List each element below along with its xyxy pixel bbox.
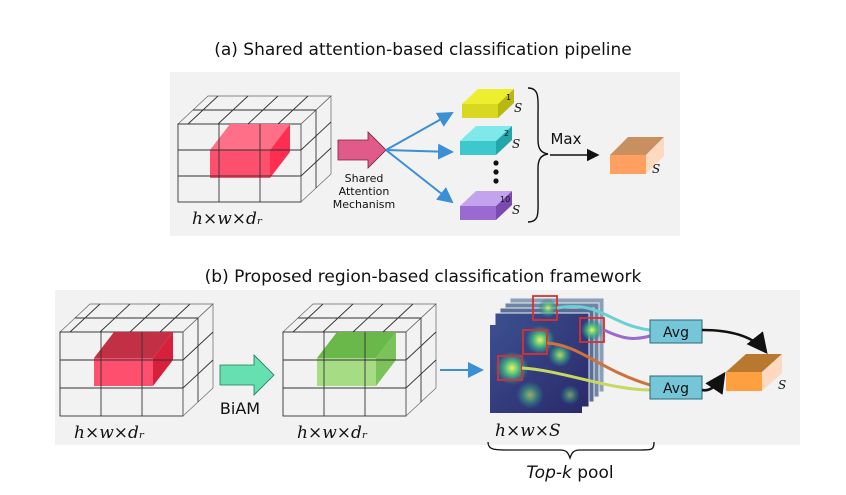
avg-label-bottom: Avg (663, 381, 689, 397)
shared-attention-arrow (337, 131, 387, 169)
top-k-pool-label: Top-k pool (526, 463, 613, 483)
avg-label-top: Avg (663, 325, 689, 341)
attention-vector-10 (460, 191, 512, 220)
max-label: Max (550, 130, 581, 148)
output-vector-b (726, 354, 782, 391)
output-vector-a (610, 137, 664, 174)
biam-output-cube (282, 303, 437, 417)
region-curve (521, 366, 651, 392)
vector-symbol-2: S (512, 137, 520, 151)
blue-arrow-1 (385, 112, 454, 151)
blue-arrow-2 (385, 143, 454, 160)
region-curve (556, 305, 651, 332)
ellipsis-dot (493, 178, 499, 184)
top-k-italic: Top-k (526, 463, 573, 483)
green-region (317, 332, 396, 358)
right-brace (527, 87, 549, 223)
output-symbol-a: S (652, 162, 660, 176)
heatmap-dims-label: h×w×S (495, 421, 561, 441)
top-k-region (522, 329, 548, 355)
highlighted-region-b (94, 332, 173, 358)
vector-symbol-10: S (512, 203, 520, 217)
region-curve (546, 341, 651, 387)
vector-index-1: 1 (506, 93, 511, 102)
biam-output-dims-label: h×w×dᵣ (297, 423, 368, 443)
ellipsis-dot (493, 160, 499, 166)
output-symbol-b: S (778, 378, 786, 392)
highlighted-region (210, 124, 290, 150)
vector-index-10: 10 (500, 195, 510, 204)
input-feature-cube-b (59, 303, 214, 417)
pool-word: pool (572, 463, 614, 483)
region-curve (603, 328, 651, 340)
panel-a-title: (a) Shared attention-based classificatio… (214, 40, 632, 60)
biam-label: BiAM (220, 399, 260, 418)
input-dims-label: h×w×dᵣ (192, 209, 263, 229)
bottom-brace (487, 441, 655, 461)
attention-vector-2 (460, 126, 512, 155)
ellipsis-dot (493, 169, 499, 175)
attention-vector-1 (462, 89, 514, 118)
blue-arrow-3 (385, 149, 454, 204)
avg-box-bottom (649, 375, 703, 400)
vector-index-2: 2 (504, 129, 509, 138)
avg-box-top (649, 319, 703, 344)
avg-to-output-arrow (701, 371, 726, 395)
heatmap-stack (490, 295, 605, 413)
vector-symbol-1: S (514, 101, 522, 115)
input-dims-label-b: h×w×dᵣ (74, 423, 145, 443)
input-feature-cube (177, 95, 332, 203)
panel-b-title: (b) Proposed region-based classification… (205, 267, 642, 287)
arrow-label-mechanism: Mechanism (333, 198, 396, 211)
arrow-label-shared: Shared (345, 172, 384, 185)
avg-to-output-arrow (701, 328, 768, 355)
biam-arrow (219, 354, 275, 396)
arrow-label-attention: Attention (339, 185, 390, 198)
